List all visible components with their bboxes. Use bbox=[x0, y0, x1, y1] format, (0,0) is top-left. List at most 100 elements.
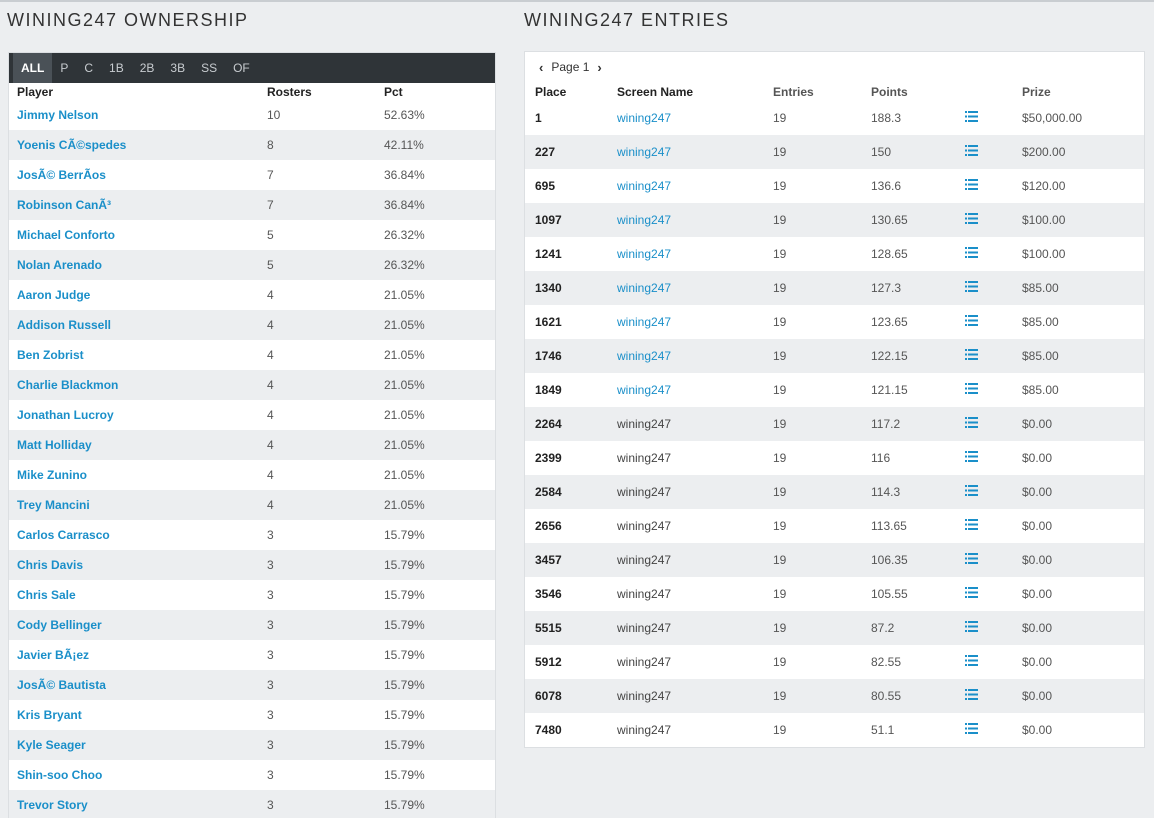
entry-row: 3457 wining247 19 106.35 $0.00 bbox=[525, 543, 1144, 577]
player-link[interactable]: Yoenis CÃ©spedes bbox=[17, 138, 127, 152]
place-column-header[interactable]: Place bbox=[535, 84, 567, 99]
screen-name-link[interactable]: wining247 bbox=[617, 247, 672, 261]
screen-name-cell: wining247 bbox=[617, 145, 773, 159]
list-icon[interactable] bbox=[965, 383, 978, 397]
entry-row: 1 wining247 19 188.3 $50,000.00 bbox=[525, 101, 1144, 135]
list-icon[interactable] bbox=[965, 111, 978, 125]
place-cell: 1746 bbox=[535, 349, 562, 363]
entries-cell: 19 bbox=[773, 689, 787, 703]
ownership-row: Charlie Blackmon 4 21.05% bbox=[9, 370, 495, 400]
player-link[interactable]: Trevor Story bbox=[17, 798, 88, 812]
screen-name-cell: wining247 bbox=[617, 621, 773, 635]
screen-name-link[interactable]: wining247 bbox=[617, 111, 672, 125]
prize-column-header[interactable]: Prize bbox=[1022, 84, 1051, 99]
entry-row: 2264 wining247 19 117.2 $0.00 bbox=[525, 407, 1144, 441]
player-link[interactable]: Chris Davis bbox=[17, 558, 84, 572]
list-icon[interactable] bbox=[965, 179, 978, 193]
chevron-right-icon[interactable]: › bbox=[597, 59, 602, 75]
list-icon[interactable] bbox=[965, 689, 978, 703]
entries-cell: 19 bbox=[773, 451, 787, 465]
lineup-cell bbox=[965, 349, 1022, 363]
position-tab-all[interactable]: ALL bbox=[13, 53, 53, 83]
list-icon[interactable] bbox=[965, 281, 978, 295]
screen-name-link[interactable]: wining247 bbox=[617, 145, 672, 159]
player-link[interactable]: Matt Holliday bbox=[17, 438, 92, 452]
list-icon[interactable] bbox=[965, 213, 978, 227]
position-tab-2b[interactable]: 2B bbox=[139, 61, 155, 75]
ownership-row: Aaron Judge 4 21.05% bbox=[9, 280, 495, 310]
rosters-cell: 3 bbox=[267, 648, 274, 662]
player-link[interactable]: Charlie Blackmon bbox=[17, 378, 119, 392]
list-icon[interactable] bbox=[965, 553, 978, 567]
position-tab-p[interactable]: P bbox=[60, 61, 69, 75]
player-link[interactable]: Kyle Seager bbox=[17, 738, 86, 752]
screen-name-link[interactable]: wining247 bbox=[617, 383, 672, 397]
player-link[interactable]: Jonathan Lucroy bbox=[17, 408, 114, 422]
list-icon[interactable] bbox=[965, 723, 978, 737]
list-icon[interactable] bbox=[965, 519, 978, 533]
screen-name-link[interactable]: wining247 bbox=[617, 213, 672, 227]
list-icon[interactable] bbox=[965, 417, 978, 431]
list-icon[interactable] bbox=[965, 451, 978, 465]
player-cell: Charlie Blackmon bbox=[9, 378, 267, 392]
player-link[interactable]: JosÃ© Bautista bbox=[17, 678, 106, 692]
player-cell: Addison Russell bbox=[9, 318, 267, 332]
screen-name-text: wining247 bbox=[617, 451, 672, 465]
player-link[interactable]: Chris Sale bbox=[17, 588, 76, 602]
player-link[interactable]: Addison Russell bbox=[17, 318, 112, 332]
list-icon[interactable] bbox=[965, 349, 978, 363]
position-tab-3b[interactable]: 3B bbox=[170, 61, 186, 75]
place-cell: 6078 bbox=[535, 689, 562, 703]
player-link[interactable]: Trey Mancini bbox=[17, 498, 90, 512]
rosters-cell: 4 bbox=[267, 378, 274, 392]
player-link[interactable]: Michael Conforto bbox=[17, 228, 115, 242]
list-icon[interactable] bbox=[965, 485, 978, 499]
screen-name-link[interactable]: wining247 bbox=[617, 315, 672, 329]
screen-name-link[interactable]: wining247 bbox=[617, 281, 672, 295]
prize-cell: $200.00 bbox=[1022, 145, 1066, 159]
screen-name-link[interactable]: wining247 bbox=[617, 349, 672, 363]
points-column-header[interactable]: Points bbox=[871, 84, 908, 99]
player-link[interactable]: Ben Zobrist bbox=[17, 348, 84, 362]
points-cell: 127.3 bbox=[871, 281, 902, 295]
player-link[interactable]: JosÃ© BerrÃ­os bbox=[17, 168, 106, 182]
entries-column-header[interactable]: Entries bbox=[773, 84, 814, 99]
prize-cell: $0.00 bbox=[1022, 553, 1053, 567]
chevron-left-icon[interactable]: ‹ bbox=[539, 59, 544, 75]
player-column-header[interactable]: Player bbox=[17, 84, 54, 99]
entries-cell: 19 bbox=[773, 519, 787, 533]
entries-cell: 19 bbox=[773, 655, 787, 669]
list-icon[interactable] bbox=[965, 655, 978, 669]
list-icon[interactable] bbox=[965, 247, 978, 261]
player-link[interactable]: Aaron Judge bbox=[17, 288, 91, 302]
player-link[interactable]: Nolan Arenado bbox=[17, 258, 102, 272]
list-icon[interactable] bbox=[965, 145, 978, 159]
position-tab-1b[interactable]: 1B bbox=[109, 61, 124, 75]
player-link[interactable]: Kris Bryant bbox=[17, 708, 82, 722]
list-icon[interactable] bbox=[965, 621, 978, 635]
entry-row: 1746 wining247 19 122.15 $85.00 bbox=[525, 339, 1144, 373]
position-tab-of[interactable]: OF bbox=[233, 61, 250, 75]
list-icon[interactable] bbox=[965, 587, 978, 601]
player-link[interactable]: Cody Bellinger bbox=[17, 618, 102, 632]
pct-column-header[interactable]: Pct bbox=[384, 84, 403, 99]
entry-row: 2656 wining247 19 113.65 $0.00 bbox=[525, 509, 1144, 543]
place-cell: 227 bbox=[535, 145, 556, 159]
player-link[interactable]: Jimmy Nelson bbox=[17, 108, 99, 122]
player-link[interactable]: Shin-soo Choo bbox=[17, 768, 103, 782]
points-cell: 106.35 bbox=[871, 553, 908, 567]
player-link[interactable]: Mike Zunino bbox=[17, 468, 87, 482]
prize-cell: $0.00 bbox=[1022, 655, 1053, 669]
player-link[interactable]: Carlos Carrasco bbox=[17, 528, 110, 542]
player-cell: Matt Holliday bbox=[9, 438, 267, 452]
player-link[interactable]: Javier BÃ¡ez bbox=[17, 648, 90, 662]
place-cell: 3457 bbox=[535, 553, 562, 567]
entry-row: 6078 wining247 19 80.55 $0.00 bbox=[525, 679, 1144, 713]
player-link[interactable]: Robinson CanÃ³ bbox=[17, 198, 111, 212]
screen-name-column-header[interactable]: Screen Name bbox=[617, 84, 694, 99]
rosters-column-header[interactable]: Rosters bbox=[267, 84, 312, 99]
position-tab-ss[interactable]: SS bbox=[201, 61, 218, 75]
screen-name-link[interactable]: wining247 bbox=[617, 179, 672, 193]
list-icon[interactable] bbox=[965, 315, 978, 329]
position-tab-c[interactable]: C bbox=[84, 61, 94, 75]
